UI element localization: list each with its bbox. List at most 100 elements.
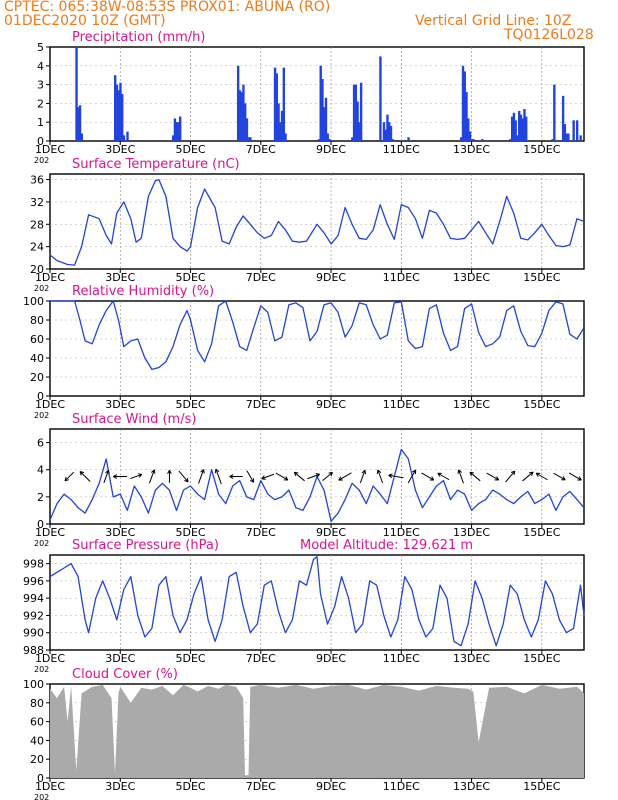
precip-bar xyxy=(575,120,579,141)
x-tick-label: 15DEC xyxy=(523,526,560,539)
y-tick-label: 24 xyxy=(30,241,44,254)
wind-arrow-head xyxy=(411,469,416,473)
wind-arrow-shaft xyxy=(469,471,481,482)
panel-frame xyxy=(49,428,585,525)
panel-3 xyxy=(46,300,585,400)
precip-bar xyxy=(509,139,512,141)
wind-arrow xyxy=(359,469,367,483)
x-year-label: 202 xyxy=(34,665,49,674)
y-tick-label: 0 xyxy=(37,518,44,531)
station-line: CPTEC: 065:38W-08:53S PROX01: ABUNA (RO) xyxy=(4,0,331,15)
y-tick-label: 1 xyxy=(37,116,44,129)
precip-bar xyxy=(468,131,472,141)
wind-arrow xyxy=(469,471,481,482)
precip-bar xyxy=(481,139,484,141)
precip-bar xyxy=(178,116,182,141)
wind-arrow-head xyxy=(184,480,189,483)
panel-title: Relative Humidity (%) xyxy=(72,284,214,299)
wind-arrow xyxy=(553,472,566,481)
series-line xyxy=(49,556,585,647)
wind-arrow-head xyxy=(153,469,156,474)
wind-arrow-shaft xyxy=(293,471,305,482)
precip-bar xyxy=(514,120,517,141)
precip-bar xyxy=(273,67,277,141)
wind-arrow-shaft xyxy=(458,469,464,484)
x-tick-label: 13DEC xyxy=(453,652,490,665)
wind-arrow xyxy=(407,469,417,484)
wind-arrow-head xyxy=(105,469,109,474)
wind-arrow-head xyxy=(113,474,118,477)
x-tick-label: 7DEC xyxy=(246,271,276,284)
wind-arrow-head xyxy=(469,471,474,474)
wind-arrow xyxy=(198,469,205,484)
wind-arrow xyxy=(229,474,243,479)
precip-bar xyxy=(461,65,465,141)
precip-bar xyxy=(553,84,556,141)
wind-arrow-head xyxy=(293,472,297,477)
precip-bar xyxy=(177,122,180,141)
wind-arrow xyxy=(113,474,128,479)
wind-arrow-shaft xyxy=(359,470,366,483)
x-tick-label: 3DEC xyxy=(105,526,135,539)
x-tick-label: 9DEC xyxy=(316,271,346,284)
precip-bar xyxy=(279,122,282,141)
wind-arrow-shaft xyxy=(486,472,499,481)
precip-bar xyxy=(407,137,410,141)
y-tick-label: 4 xyxy=(37,464,44,477)
precip-bar xyxy=(119,82,122,141)
x-year-label: 202 xyxy=(34,411,49,420)
precip-bar xyxy=(470,139,473,141)
x-tick-label: 5DEC xyxy=(175,652,205,665)
wind-arrow-shaft xyxy=(275,472,289,481)
wind-arrow-shaft xyxy=(522,471,534,482)
wind-arrow-shaft xyxy=(568,472,582,481)
wind-arrow-head xyxy=(469,472,472,477)
x-tick-label: 9DEC xyxy=(316,652,346,665)
panel-title: Cloud Cover (%) xyxy=(72,667,178,682)
y-tick-label: 6 xyxy=(37,437,44,450)
x-tick-label: 1DEC xyxy=(35,271,65,284)
precip-bar xyxy=(121,94,124,141)
x-year-label: 202 xyxy=(34,539,49,548)
precip-bar xyxy=(510,116,514,141)
y-tick-label: 988 xyxy=(23,644,44,657)
precip-bar xyxy=(115,84,119,141)
x-tick-label: 13DEC xyxy=(453,398,490,411)
wind-arrow-head xyxy=(361,469,366,474)
panel-1 xyxy=(46,46,585,145)
panel-frame xyxy=(49,300,585,397)
series-line xyxy=(49,448,585,522)
wind-arrow-head xyxy=(261,478,266,480)
precip-bar xyxy=(579,135,582,141)
x-tick-label: 11DEC xyxy=(383,398,420,411)
precip-bar xyxy=(386,114,389,141)
wind-arrow-head xyxy=(328,471,333,474)
wind-arrow xyxy=(505,470,516,483)
precip-bar xyxy=(75,47,78,141)
x-tick-label: 3DEC xyxy=(105,652,135,665)
wind-arrow-head xyxy=(229,474,234,477)
wind-arrow xyxy=(275,472,289,481)
wind-arrow-head xyxy=(315,473,320,475)
precip-bar xyxy=(379,56,382,141)
x-tick-label: 1DEC xyxy=(35,526,65,539)
wind-arrow xyxy=(130,473,143,480)
precip-bar xyxy=(319,65,322,141)
x-tick-label: 15DEC xyxy=(523,271,560,284)
y-tick-label: 0 xyxy=(37,772,44,785)
panel-annotation: Model Altitude: 129.621 m xyxy=(300,538,473,553)
wind-arrow-head xyxy=(316,473,320,478)
wind-arrow-head xyxy=(138,474,143,478)
x-tick-label: 13DEC xyxy=(453,526,490,539)
wind-arrow-head xyxy=(578,476,582,481)
precip-bar xyxy=(275,73,278,141)
x-tick-label: 3DEC xyxy=(105,271,135,284)
precip-bar xyxy=(389,125,393,141)
precip-bar xyxy=(525,116,528,141)
wind-arrow xyxy=(421,472,435,481)
wind-arrow-shaft xyxy=(261,473,275,480)
y-tick-label: 998 xyxy=(23,558,44,571)
y-tick-label: 990 xyxy=(23,627,44,640)
wind-arrow xyxy=(322,471,333,482)
wind-arrow-shaft xyxy=(377,469,384,484)
